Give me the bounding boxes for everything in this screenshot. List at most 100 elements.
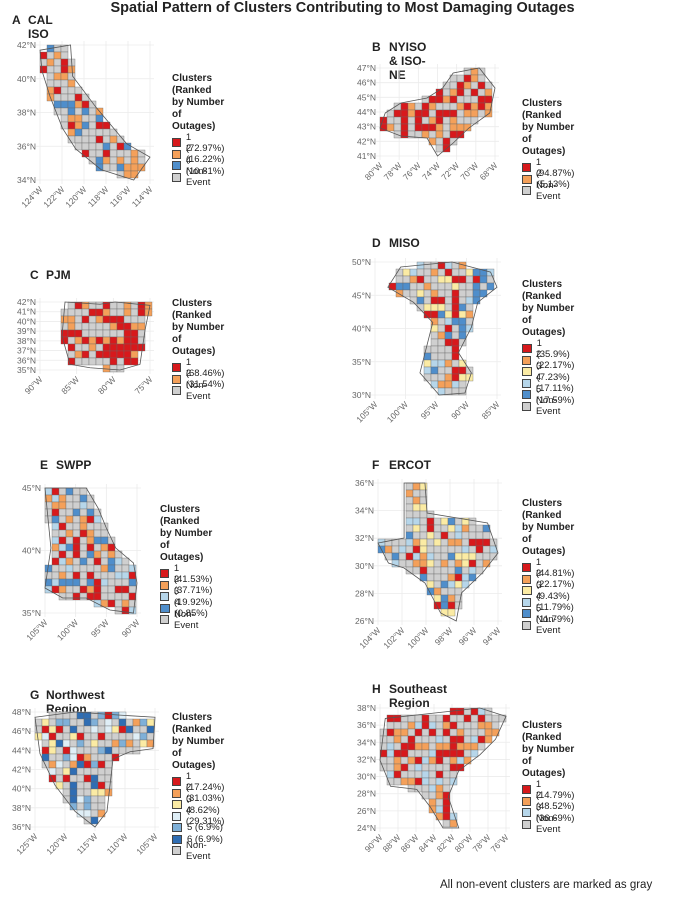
county-cell [86,557,95,566]
county-cell [109,350,118,359]
county-cell [76,760,85,769]
county-cell [435,130,444,139]
county-cell [419,503,428,512]
county-cell [463,116,472,125]
county-cell [51,501,60,510]
county-cell [102,350,111,359]
county-cell [391,552,400,561]
county-cell [435,798,444,807]
county-cell [76,795,85,804]
county-cell [437,387,446,396]
county-cell [423,289,432,298]
county-cell [458,387,467,396]
county-cell [444,303,453,312]
county-cell [62,760,71,769]
legend-swatch [522,785,531,795]
county-cell [41,725,50,734]
county-cell [93,515,102,524]
county-cell [79,550,88,559]
county-cell [414,770,423,779]
county-cell [472,296,481,305]
county-cell [414,116,423,125]
legend-label: 3 (8.62%) [186,793,220,816]
y-tick-label: 34°N [355,506,374,516]
county-cell [451,310,460,319]
legend-label: Non-Event [536,614,561,637]
county-cell [100,571,109,580]
legend-label: 2 (31.54%) [185,368,225,391]
county-cell [79,501,88,510]
y-tick-label: 35°N [17,365,36,375]
county-cell [414,756,423,765]
county-cell [86,522,95,531]
county-cell [137,322,146,331]
county-cell [58,536,67,545]
legend-item: 1 (72.97%) [172,132,226,154]
y-tick-label: 28°N [357,789,376,799]
county-cell [118,725,127,734]
county-cell [421,130,430,139]
county-cell [125,732,134,741]
county-cell [449,102,458,111]
county-cell [456,130,465,139]
county-cell [111,739,120,748]
county-cell [430,345,439,354]
legend-swatch [172,172,182,182]
legend-swatch [522,574,531,584]
legend-item: 2 (37.71%) [160,574,214,596]
county-cell [463,714,472,723]
legend-label: 1 (35.9%) [536,337,570,360]
county-cell [451,282,460,291]
county-cell [454,545,463,554]
county-cell [90,718,99,727]
legend-label: 4 (0.85%) [174,597,208,620]
county-cell [88,322,97,331]
county-cell [95,149,104,158]
county-cell [400,728,409,737]
legend-swatch [522,808,531,818]
county-cell [421,116,430,125]
county-cell [465,275,474,284]
county-cell [104,746,113,755]
county-cell [97,788,106,797]
y-tick-label: 42°N [12,765,31,775]
county-cell [65,543,74,552]
legend-item: 2 (48.52%) [522,790,576,812]
y-tick-label: 40°N [352,324,371,334]
county-cell [407,749,416,758]
county-cell [46,65,55,74]
county-cell [48,760,57,769]
county-cell [107,599,116,608]
county-cell [111,718,120,727]
county-cell [79,494,88,503]
county-cell [102,308,111,317]
county-cell [477,74,486,83]
county-cell [405,503,414,512]
y-tick-label: 36°N [12,822,31,832]
county-cell [463,728,472,737]
county-cell [104,760,113,769]
county-cell [428,95,437,104]
county-cell [146,739,155,748]
county-cell [470,116,479,125]
county-cell [81,149,90,158]
county-cell [477,742,486,751]
county-cell [386,777,395,786]
county-cell [463,102,472,111]
county-cell [437,324,446,333]
county-cell [79,508,88,517]
county-cell [447,545,456,554]
legend-swatch [172,161,181,171]
x-tick-label: 95°W [89,617,111,639]
county-cell [130,322,139,331]
county-cell [407,116,416,125]
county-cell [482,538,491,547]
county-cell [97,774,106,783]
county-cell [41,718,50,727]
county-cell [398,552,407,561]
county-cell [81,128,90,137]
county-cell [51,494,60,503]
county-cell [430,310,439,319]
legend-title: (Ranked by Number of Outages) [172,85,225,132]
county-cell [409,268,418,277]
